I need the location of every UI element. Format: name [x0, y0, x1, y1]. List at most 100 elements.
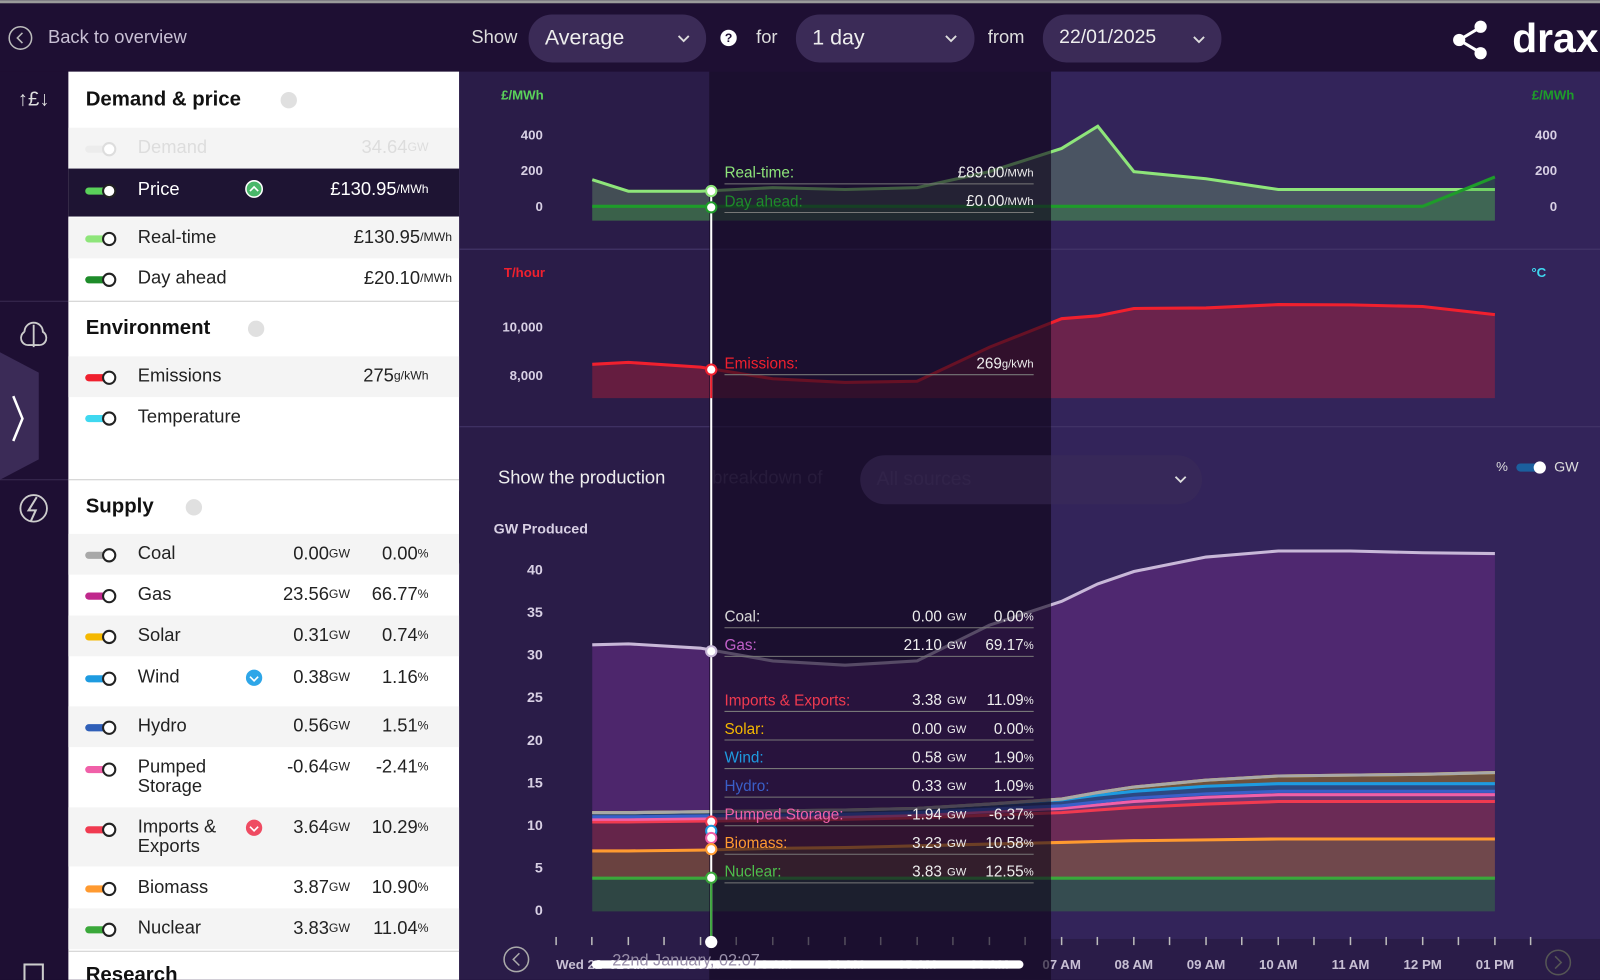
- show-label: Show: [471, 26, 518, 47]
- source-dropdown[interactable]: [860, 455, 1203, 505]
- tooltip-name: Gas:: [724, 637, 756, 654]
- back-link[interactable]: Back to overview: [48, 26, 188, 47]
- value: 1.90: [994, 749, 1024, 766]
- row-value: 10.29%: [372, 816, 429, 837]
- row-background: [68, 615, 460, 657]
- y-tick-label-right: 0: [1550, 199, 1557, 214]
- y-tick-label: 400: [521, 128, 543, 143]
- y-tick-label: 40: [527, 562, 543, 578]
- date-value: 22/01/2025: [1059, 26, 1156, 48]
- unit: GW: [947, 781, 967, 793]
- unit: GW: [947, 752, 967, 764]
- unit: %: [1024, 809, 1034, 821]
- y-tick-label: 8,000: [510, 368, 543, 383]
- unit: %: [418, 760, 429, 774]
- price-section-icon[interactable]: ↑£↓: [18, 89, 50, 111]
- row-name: Coal: [138, 542, 176, 563]
- unit: /MWh: [1004, 168, 1033, 180]
- toggle-knob: [102, 272, 117, 287]
- help-icon[interactable]: [720, 29, 737, 47]
- logo[interactable]: drax: [1512, 15, 1598, 61]
- value: £0.00: [966, 193, 1004, 210]
- time-scrollbar[interactable]: [591, 960, 1024, 969]
- back-arrow: [16, 32, 23, 44]
- unit: %: [418, 820, 429, 834]
- row-value: 3.87GW: [293, 876, 350, 897]
- x-tick-label: 11 AM: [1332, 957, 1370, 972]
- back-icon[interactable]: [8, 25, 33, 50]
- row-value: 3.64GW: [293, 816, 350, 837]
- date-dropdown[interactable]: [1042, 14, 1222, 63]
- row-value: 0.38GW: [293, 666, 350, 687]
- y-tick-label: 15: [527, 775, 543, 791]
- period-dropdown[interactable]: [795, 14, 975, 63]
- row-background: [68, 356, 460, 398]
- y-tick-label: 35: [527, 605, 543, 621]
- show-dropdown[interactable]: [528, 14, 707, 63]
- row-name: Wind: [138, 666, 180, 687]
- research-icon[interactable]: [23, 963, 44, 980]
- row-name: Exports: [138, 835, 200, 856]
- row-background: [68, 533, 460, 575]
- value: 10.29: [372, 816, 418, 837]
- unit: /MWh: [420, 230, 452, 244]
- unit: GW: [329, 628, 351, 642]
- value: £89.00: [958, 165, 1005, 182]
- unit: GW: [329, 547, 351, 561]
- rise-icon: [245, 669, 263, 686]
- unit: %: [418, 719, 429, 733]
- unit: /MWh: [420, 271, 452, 285]
- x-tick-label: 12 PM: [1404, 957, 1442, 972]
- help-icon[interactable]: [247, 320, 265, 337]
- tooltip-name: Real-time:: [724, 165, 794, 182]
- row-name: Hydro: [138, 715, 187, 736]
- tooltip-pct: 12.55%: [985, 864, 1033, 881]
- expand-arrow: [12, 395, 24, 442]
- lightning: [26, 496, 38, 523]
- value: 0.00: [912, 721, 942, 738]
- tooltip-gw: -1.94 GW: [907, 807, 967, 824]
- row-background: [68, 217, 460, 259]
- help-icon[interactable]: [185, 499, 203, 516]
- unit: GW: [947, 867, 967, 879]
- value: 0.00: [293, 542, 329, 563]
- value: 3.64: [293, 816, 329, 837]
- expand-tab[interactable]: [0, 352, 39, 480]
- tooltip-gw: 0.00 GW: [912, 609, 967, 626]
- chevron: [249, 826, 259, 832]
- value: £130.95: [330, 178, 396, 199]
- share-icon[interactable]: [1453, 20, 1487, 60]
- value: 0.00: [912, 609, 942, 626]
- y-tick-label: 0: [535, 199, 542, 214]
- unit: GW: [329, 820, 351, 834]
- hover-point: [705, 363, 718, 376]
- row-value: 34.64GW: [362, 136, 429, 157]
- help-icon[interactable]: [280, 92, 297, 109]
- toggle-knob: [102, 411, 117, 426]
- hover-point: [705, 184, 718, 198]
- tooltip-gw: 0.58 GW: [912, 749, 967, 766]
- supply-icon[interactable]: [19, 494, 48, 523]
- row-background: [68, 127, 460, 169]
- unit: %: [418, 547, 429, 561]
- row-background: [68, 807, 460, 867]
- row-value: 11.04%: [373, 917, 429, 938]
- value: -2.41: [376, 755, 418, 776]
- hover-point: [705, 201, 718, 214]
- value: 11.04: [373, 917, 418, 938]
- hover-handle[interactable]: [705, 935, 718, 949]
- tooltip-name: Pumped Storage:: [724, 807, 843, 824]
- hover-point: [705, 645, 718, 658]
- tooltip-pct: 11.09%: [987, 692, 1034, 709]
- value: 0.58: [912, 749, 942, 766]
- row-name: Emissions: [138, 365, 222, 386]
- next-button[interactable]: [1545, 949, 1572, 976]
- unit: GW: [329, 670, 351, 684]
- toggle-knob: [102, 370, 117, 385]
- prev-button[interactable]: [503, 946, 530, 973]
- tooltip-gw: 0.33 GW: [912, 778, 967, 795]
- tooltip-value: 269g/kWh: [976, 356, 1033, 373]
- environment-icon[interactable]: [20, 321, 48, 348]
- row-background: [68, 168, 460, 217]
